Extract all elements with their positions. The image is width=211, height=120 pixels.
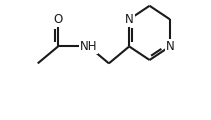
Text: N: N	[125, 13, 134, 26]
Text: N: N	[165, 40, 174, 53]
Text: O: O	[53, 13, 63, 26]
Text: NH: NH	[80, 40, 97, 53]
